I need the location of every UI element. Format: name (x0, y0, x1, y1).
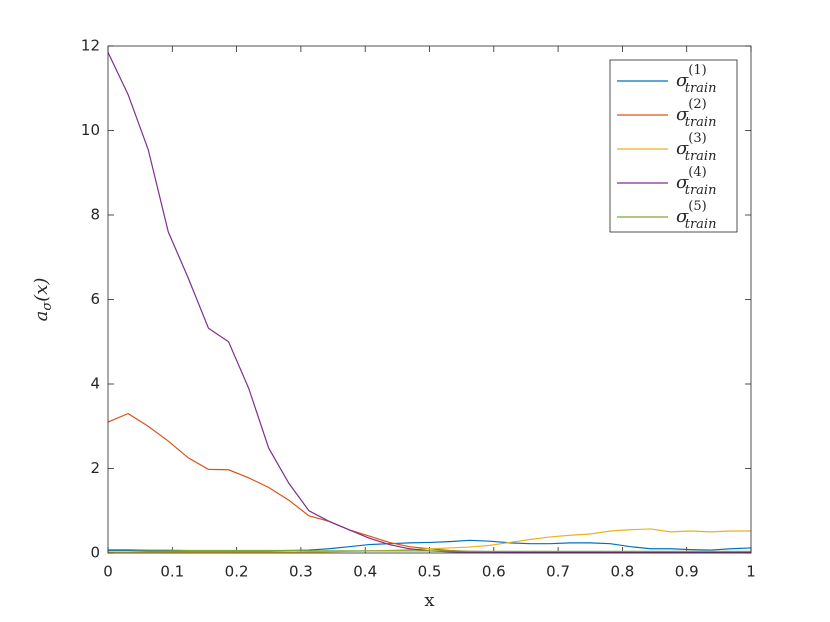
y-tick-label: 12 (81, 37, 100, 55)
x-tick-label: 0.3 (289, 563, 313, 581)
x-tick-label: 0.7 (546, 563, 570, 581)
y-axis-label: aσ(x) (31, 278, 55, 322)
legend-label: σ(2) train (676, 97, 716, 130)
x-tick-label: 0.4 (353, 563, 377, 581)
x-tick-label: 0 (103, 563, 113, 581)
y-tick-label: 10 (81, 121, 100, 139)
y-tick-label: 0 (90, 544, 100, 562)
y-tick-label: 2 (90, 459, 100, 477)
x-tick-label: 1 (746, 563, 756, 581)
legend-box (609, 59, 738, 233)
x-axis-label: x (424, 590, 434, 611)
x-tick-label: 0.2 (225, 563, 249, 581)
legend-label: σ(5) train (676, 199, 716, 232)
y-tick-label: 4 (90, 375, 100, 393)
y-tick-label: 8 (90, 206, 100, 224)
x-tick-label: 0.6 (482, 563, 506, 581)
y-tick-label: 6 (90, 290, 100, 308)
x-tick-label: 0.5 (418, 563, 442, 581)
axes-box (107, 45, 752, 554)
series-line (108, 528, 751, 553)
series-line (108, 549, 751, 552)
legend-label: σ(3) train (676, 131, 716, 164)
legend-label: σ(4) train (676, 165, 716, 198)
x-tick-label: 0.9 (675, 563, 699, 581)
legend-label: σ(1) train (676, 63, 716, 96)
x-tick-label: 0.8 (610, 563, 634, 581)
x-tick-label: 0.1 (160, 563, 184, 581)
